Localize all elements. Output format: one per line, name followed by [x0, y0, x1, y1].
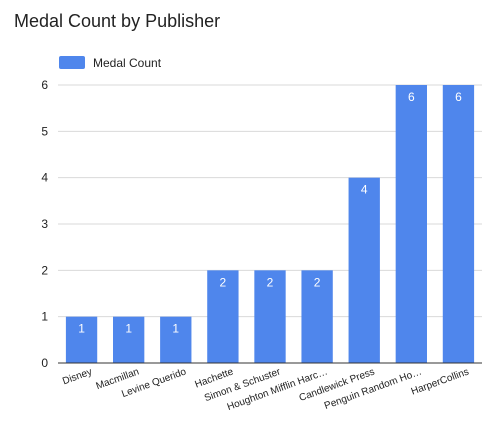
- data-label: 1: [125, 322, 132, 336]
- data-labels: 1 1 1 2 2 2 4 6 6: [78, 90, 462, 336]
- legend-label: Medal Count: [93, 56, 162, 70]
- bar: [207, 270, 239, 363]
- y-tick-label: 5: [41, 124, 48, 138]
- y-tick-label: 3: [41, 217, 48, 231]
- data-label: 2: [220, 275, 227, 289]
- bars: [65, 85, 475, 363]
- x-tick-label: Disney: [61, 366, 93, 387]
- bar: [301, 270, 333, 363]
- bar: [442, 85, 475, 363]
- data-label: 6: [455, 90, 462, 104]
- bar: [113, 316, 145, 363]
- y-axis-tick-labels: 0 1 2 3 4 5 6: [41, 78, 48, 370]
- y-tick-label: 2: [41, 263, 48, 277]
- data-label: 6: [408, 90, 415, 104]
- data-label: 2: [267, 275, 274, 289]
- bar: [160, 316, 192, 363]
- bar: [65, 316, 98, 363]
- data-label: 1: [172, 322, 179, 336]
- y-tick-label: 1: [41, 310, 48, 324]
- y-tick-label: 4: [41, 171, 48, 185]
- bar: [395, 85, 427, 363]
- y-tick-label: 0: [41, 356, 48, 370]
- data-label: 2: [314, 275, 321, 289]
- bar: [254, 270, 286, 363]
- data-label: 1: [78, 322, 85, 336]
- data-label: 4: [361, 183, 368, 197]
- bar: [348, 177, 380, 363]
- y-tick-label: 6: [41, 78, 48, 92]
- chart-title: Medal Count by Publisher: [14, 11, 220, 31]
- legend-swatch: [59, 56, 85, 69]
- legend: Medal Count: [59, 56, 162, 70]
